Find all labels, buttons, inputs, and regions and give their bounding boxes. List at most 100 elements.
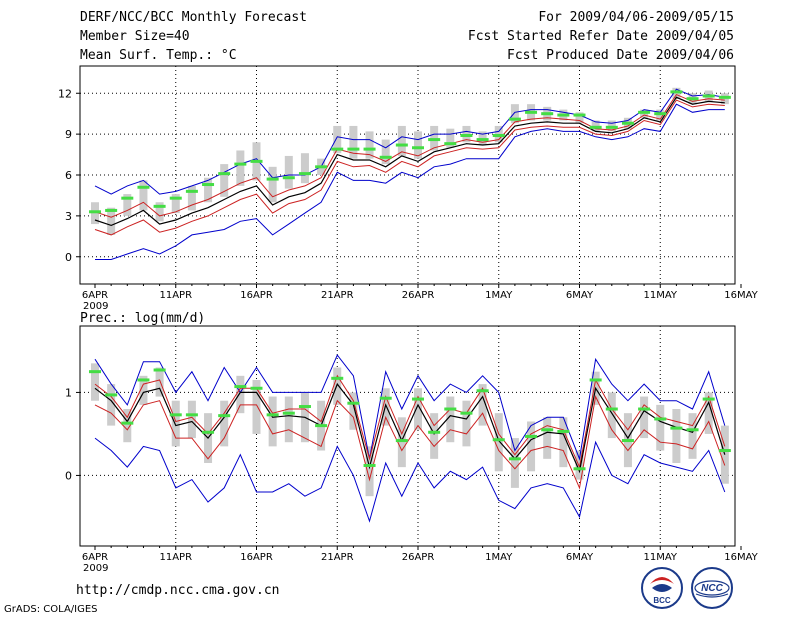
temp-median-14 xyxy=(315,165,328,169)
prec-box-23 xyxy=(462,400,471,447)
prec-xtick-label-3: 21APR xyxy=(321,552,354,563)
temp-median-19 xyxy=(395,143,408,147)
bcc-logo-text: BCC xyxy=(653,596,671,605)
website-url[interactable]: http://cmdp.ncc.cma.gov.cn xyxy=(76,583,280,598)
temp-median-24 xyxy=(476,138,489,142)
prec-xtick-label-1: 11APR xyxy=(159,552,192,563)
temp-ytick-label-0: 0 xyxy=(65,251,72,264)
forecast-start-date: Fcst Started Refer Date 2009/04/05 xyxy=(467,29,734,44)
prec-median-21 xyxy=(428,430,441,434)
prec-panel-title: Prec.: log(mm/d) xyxy=(80,311,205,326)
prec-median-34 xyxy=(638,407,651,411)
temp-median-23 xyxy=(460,133,473,137)
prec-median-5 xyxy=(169,413,182,417)
prec-median-29 xyxy=(557,429,570,433)
temp-line-ensemble-mean xyxy=(94,96,725,227)
prec-box-4 xyxy=(155,367,164,397)
prec-box-29 xyxy=(559,417,568,468)
temp-ytick-label-3: 9 xyxy=(65,128,72,141)
prec-median-2 xyxy=(121,421,134,425)
temp-box-3 xyxy=(139,180,148,211)
variable-label-temp: Mean Surf. Temp.: °C xyxy=(80,48,237,63)
temp-year-label: 2009 xyxy=(83,301,108,312)
prec-box-0 xyxy=(91,363,99,401)
prec-median-8 xyxy=(218,414,231,418)
prec-median-22 xyxy=(444,407,457,411)
temp-median-31 xyxy=(589,125,602,129)
prec-median-19 xyxy=(395,439,408,443)
prec-median-18 xyxy=(379,396,392,400)
prec-median-32 xyxy=(605,407,618,411)
prec-xtick-label-8: 16MAY xyxy=(724,552,758,563)
temp-xtick-label-8: 16MAY xyxy=(724,290,758,301)
prec-box-37 xyxy=(688,413,697,459)
chart-title: DERF/NCC/BCC Monthly Forecast xyxy=(80,10,307,25)
temp-xtick-label-1: 11APR xyxy=(159,290,192,301)
prec-box-10 xyxy=(252,379,261,434)
prec-box-16 xyxy=(349,392,358,430)
prec-median-6 xyxy=(185,413,198,417)
temp-box-11 xyxy=(268,166,277,203)
prec-xtick-label-7: 11MAY xyxy=(643,552,677,563)
prec-year-label: 2009 xyxy=(83,563,108,574)
prec-xtick-label-0: 6APR xyxy=(82,552,108,563)
prec-median-12 xyxy=(282,411,295,415)
temp-median-37 xyxy=(686,97,699,101)
temp-box-15 xyxy=(333,125,342,154)
temp-median-0 xyxy=(89,210,101,214)
prec-median-28 xyxy=(541,428,554,432)
prec-box-5 xyxy=(171,400,180,447)
temp-median-28 xyxy=(541,112,554,116)
prec-median-39 xyxy=(718,449,731,453)
temp-median-35 xyxy=(654,112,667,116)
prec-median-17 xyxy=(363,463,376,467)
prec-median-16 xyxy=(347,401,360,405)
temp-median-29 xyxy=(557,113,570,117)
ncc-logo: NCC xyxy=(691,567,733,609)
temp-xtick-label-5: 1MAY xyxy=(485,290,513,301)
temp-line-lower-spread xyxy=(94,99,725,236)
temp-box-8 xyxy=(220,164,229,197)
temp-line-envelope-min xyxy=(95,103,725,260)
prec-median-9 xyxy=(234,385,247,389)
temp-median-6 xyxy=(185,189,198,193)
temp-xtick-label-7: 11MAY xyxy=(643,290,677,301)
temp-xtick-label-6: 6MAY xyxy=(566,290,594,301)
temp-box-1 xyxy=(107,207,116,235)
prec-box-2 xyxy=(123,409,132,443)
temp-median-34 xyxy=(638,110,651,114)
forecast-produced-date: Fcst Produced Date 2009/04/06 xyxy=(507,48,734,63)
temp-ytick-label-1: 3 xyxy=(65,210,72,223)
prec-xtick-label-5: 1MAY xyxy=(485,552,513,563)
prec-line-lower-spread xyxy=(94,394,726,490)
forecast-period: For 2009/04/06-2009/05/15 xyxy=(538,10,734,25)
prec-ytick-label-1: 1 xyxy=(65,386,72,399)
bcc-logo: BCC xyxy=(641,567,683,609)
temp-median-36 xyxy=(670,90,683,94)
prec-median-10 xyxy=(250,386,263,390)
prec-box-15 xyxy=(333,367,342,405)
prec-median-25 xyxy=(492,438,505,442)
temp-median-39 xyxy=(718,95,731,99)
temp-median-22 xyxy=(444,142,457,146)
temp-box-6 xyxy=(187,185,196,211)
prec-box-22 xyxy=(446,396,455,443)
temp-median-10 xyxy=(250,159,263,163)
prec-xtick-label-6: 6MAY xyxy=(566,552,594,563)
temp-median-11 xyxy=(266,177,279,181)
prec-median-4 xyxy=(153,368,166,372)
prec-median-27 xyxy=(525,434,538,438)
temp-median-25 xyxy=(492,133,505,137)
temp-median-15 xyxy=(331,147,344,151)
temp-box-19 xyxy=(397,125,406,156)
temp-median-30 xyxy=(573,113,586,117)
temp-median-4 xyxy=(153,204,166,208)
prec-box-8 xyxy=(220,400,229,447)
prec-median-31 xyxy=(589,378,602,382)
temp-median-1 xyxy=(105,208,118,212)
prec-median-24 xyxy=(476,389,489,393)
member-size: Member Size=40 xyxy=(80,29,190,44)
prec-median-20 xyxy=(412,397,424,401)
